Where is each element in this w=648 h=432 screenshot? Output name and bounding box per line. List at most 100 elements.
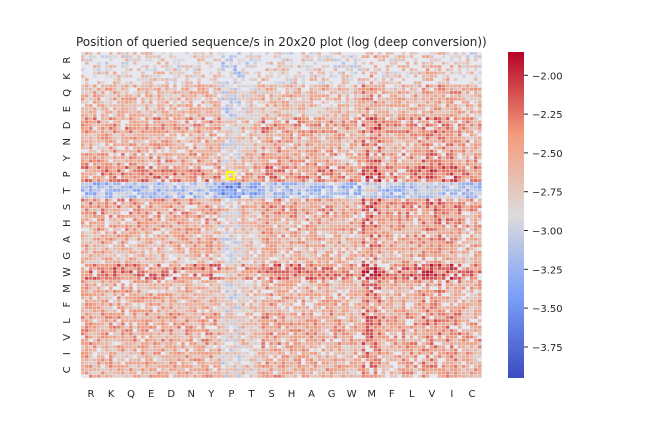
- heatmap-cell: [245, 65, 249, 68]
- heatmap-cell: [313, 237, 318, 241]
- heatmap-cell: [349, 172, 354, 176]
- heatmap-cell: [329, 175, 334, 179]
- heatmap-cell: [81, 166, 85, 169]
- heatmap-cell: [209, 52, 213, 55]
- heatmap-cell: [369, 120, 374, 124]
- heatmap-cell: [373, 126, 378, 130]
- heatmap-cell: [477, 65, 482, 68]
- heatmap-cell: [273, 162, 277, 166]
- heatmap-cell: [365, 97, 370, 101]
- heatmap-cell: [113, 221, 117, 225]
- heatmap-cell: [385, 211, 390, 215]
- heatmap-cell: [149, 55, 153, 59]
- heatmap-cell: [81, 159, 85, 163]
- heatmap-cell: [269, 143, 273, 147]
- heatmap-cell: [201, 244, 205, 248]
- heatmap-cell: [401, 126, 406, 130]
- heatmap-cell: [185, 237, 189, 241]
- heatmap-cell: [213, 100, 217, 104]
- heatmap-cell: [221, 192, 225, 195]
- heatmap-cell: [261, 205, 265, 209]
- heatmap-cell: [441, 61, 446, 65]
- heatmap-cell: [329, 87, 334, 91]
- heatmap-cell: [89, 169, 93, 173]
- heatmap-cell: [293, 195, 297, 199]
- heatmap-cell: [381, 58, 386, 62]
- heatmap-cell: [197, 52, 201, 55]
- heatmap-cell: [181, 185, 185, 189]
- heatmap-cell: [301, 224, 305, 228]
- heatmap-cell: [145, 211, 149, 215]
- heatmap-cell: [341, 234, 346, 238]
- heatmap-cell: [185, 84, 189, 88]
- heatmap-cell: [321, 156, 326, 160]
- heatmap-cell: [273, 52, 277, 55]
- heatmap-cell: [457, 215, 462, 218]
- heatmap-cell: [377, 201, 382, 205]
- heatmap-cell: [461, 231, 466, 235]
- heatmap-cell: [325, 97, 330, 101]
- heatmap-cell: [269, 94, 273, 98]
- heatmap-cell: [289, 205, 293, 209]
- heatmap-cell: [213, 192, 217, 195]
- heatmap-cell: [417, 237, 422, 241]
- heatmap-cell: [181, 81, 185, 85]
- heatmap-cell: [273, 228, 277, 231]
- heatmap-cell: [349, 133, 354, 137]
- heatmap-cell: [157, 123, 161, 127]
- heatmap-cell: [393, 188, 398, 192]
- heatmap-cell: [465, 110, 470, 114]
- heatmap-cell: [249, 205, 253, 209]
- heatmap-cell: [469, 166, 474, 169]
- heatmap-cell: [137, 231, 141, 235]
- heatmap-cell: [221, 117, 225, 120]
- heatmap-cell: [317, 208, 322, 212]
- heatmap-cell: [465, 185, 470, 189]
- heatmap-cell: [145, 215, 149, 218]
- heatmap-cell: [397, 113, 402, 117]
- heatmap-cell: [313, 169, 318, 173]
- heatmap-cell: [157, 61, 161, 65]
- heatmap-cell: [449, 68, 454, 72]
- heatmap-cell: [129, 153, 133, 156]
- heatmap-cell: [429, 192, 434, 195]
- heatmap-cell: [457, 110, 462, 114]
- heatmap-cell: [117, 179, 121, 182]
- heatmap-cell: [469, 143, 474, 147]
- heatmap-cell: [289, 175, 293, 179]
- heatmap-cell: [441, 71, 446, 75]
- heatmap-cell: [173, 84, 177, 88]
- heatmap-cell: [477, 100, 482, 104]
- heatmap-cell: [229, 201, 233, 205]
- heatmap-cell: [469, 110, 474, 114]
- heatmap-cell: [253, 162, 257, 166]
- heatmap-cell: [297, 185, 301, 189]
- heatmap-cell: [281, 81, 285, 85]
- heatmap-cell: [265, 146, 269, 150]
- heatmap-cell: [249, 110, 253, 114]
- heatmap-cell: [433, 237, 438, 241]
- heatmap-cell: [149, 205, 153, 209]
- heatmap-cell: [237, 149, 241, 153]
- heatmap-cell: [249, 185, 253, 189]
- heatmap-cell: [169, 162, 173, 166]
- heatmap-cell: [105, 130, 109, 134]
- heatmap-cell: [333, 244, 338, 248]
- heatmap-cell: [241, 234, 245, 238]
- heatmap-cell: [349, 224, 354, 228]
- heatmap-cell: [165, 211, 169, 215]
- heatmap-cell: [385, 97, 390, 101]
- heatmap-cell: [289, 140, 293, 143]
- heatmap-cell: [429, 185, 434, 189]
- heatmap-cell: [201, 179, 205, 182]
- heatmap-cell: [253, 195, 257, 199]
- heatmap-cell: [269, 231, 273, 235]
- heatmap-cell: [461, 120, 466, 124]
- heatmap-cell: [113, 84, 117, 88]
- heatmap-cell: [125, 231, 129, 235]
- heatmap-cell: [429, 100, 434, 104]
- heatmap-cell: [233, 55, 237, 59]
- heatmap-cell: [157, 211, 161, 215]
- heatmap-cell: [149, 241, 153, 244]
- heatmap-cell: [121, 143, 125, 147]
